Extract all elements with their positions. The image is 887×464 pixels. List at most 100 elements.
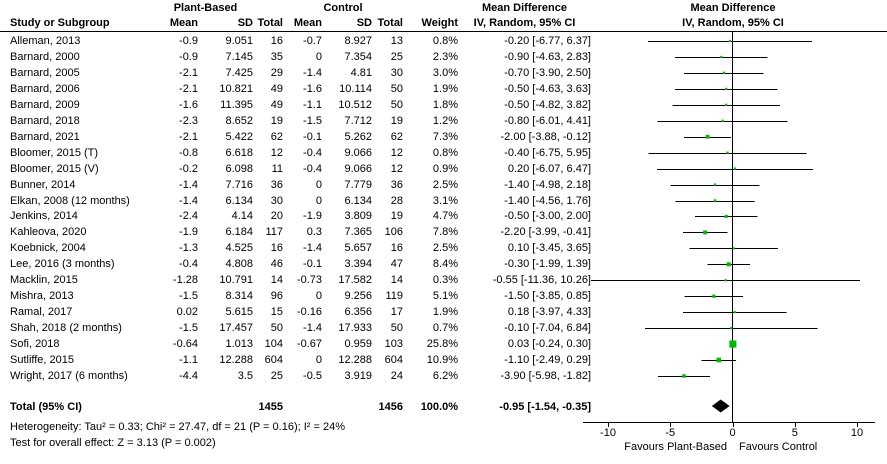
study-name-cell: Ramal, 2017: [10, 306, 73, 318]
c-sd-cell: 10.512: [338, 99, 372, 111]
pb-total-cell: 49: [270, 83, 283, 95]
column-header-c-sd: SD: [356, 17, 372, 29]
c-mean-cell: -0.7: [303, 35, 322, 47]
effect-marker: [712, 294, 716, 298]
pb-total-cell: 16: [270, 242, 283, 254]
ci-label-cell: -0.30 [-1.99, 1.39]: [504, 258, 591, 270]
c-sd-cell: 6.356: [344, 306, 372, 318]
pb-mean-cell: -1.28: [172, 274, 198, 286]
study-row: Barnard, 2006 -2.1 10.821 49 -1.6 10.114 50 1.9…: [0, 81, 887, 97]
study-row: Barnard, 2005 -2.1 7.425 29 -1.4 4.81 30 3.0% -0…: [0, 65, 887, 81]
c-sd-cell: 4.81: [350, 67, 372, 79]
c-total-cell: 103: [384, 338, 403, 350]
weight-cell: 1.2%: [432, 115, 458, 127]
ci-label-cell: -0.70 [-3.90, 2.50]: [504, 67, 591, 79]
ci-label-cell: -0.20 [-6.77, 6.37]: [504, 35, 591, 47]
ci-label-cell: -0.90 [-4.63, 2.83]: [504, 51, 591, 63]
pb-mean-cell: -0.9: [179, 51, 198, 63]
axis-tick-label: 0: [729, 427, 736, 439]
pb-sd-cell: 11.395: [220, 99, 253, 111]
weight-cell: 0.7%: [432, 322, 458, 334]
pb-sd-cell: 10.791: [219, 274, 253, 286]
c-total-cell: 17: [390, 306, 403, 318]
c-sd-cell: 10.114: [339, 83, 372, 95]
pb-sd-cell: 6.098: [225, 163, 253, 175]
study-name-cell: Bloomer, 2015 (V): [10, 163, 99, 175]
c-total-cell: 47: [390, 258, 403, 270]
effect-marker: [713, 183, 717, 186]
pb-sd-cell: 7.716: [225, 179, 253, 191]
pb-mean-cell: 0.02: [176, 306, 198, 318]
c-sd-cell: 6.134: [344, 195, 372, 207]
study-row: Bloomer, 2015 (T) -0.8 6.618 12 -0.4 9.066 12 0…: [0, 145, 887, 161]
column-header-c-total: Total: [377, 17, 403, 29]
pb-total-cell: 29: [270, 67, 283, 79]
c-sd-cell: 7.712: [344, 115, 372, 127]
study-row: Bunner, 2014 -1.4 7.716 36 0 7.779 36 2.5% -1.40…: [0, 177, 887, 193]
study-row: Bloomer, 2015 (V) -0.2 6.098 11 -0.4 9.066 12 0…: [0, 161, 887, 177]
c-total-cell: 19: [390, 115, 403, 127]
study-name-cell: Shah, 2018 (2 months): [10, 322, 122, 334]
c-sd-cell: 12.288: [338, 354, 372, 366]
md-plot-subtitle: IV, Random, 95% CI: [682, 17, 784, 29]
ci-label-cell: 0.18 [-3.97, 4.33]: [507, 306, 591, 318]
weight-cell: 2.5%: [432, 179, 458, 191]
c-sd-cell: 3.809: [344, 210, 372, 222]
c-total-cell: 19: [390, 210, 403, 222]
effect-marker: [713, 199, 717, 202]
weight-cell: 0.8%: [432, 147, 458, 159]
ci-label-cell: -0.50 [-4.63, 3.63]: [504, 83, 591, 95]
study-row: Wright, 2017 (6 months) -4.4 3.5 25 -0.5 3.91…: [0, 368, 887, 384]
study-name-cell: Kahleova, 2020: [10, 226, 87, 238]
ci-label-cell: -0.40 [-6.75, 5.95]: [504, 147, 591, 159]
weight-cell: 25.8%: [426, 338, 458, 350]
pb-total-cell: 20: [270, 210, 283, 222]
ci-label-cell: -0.50 [-4.82, 3.82]: [504, 99, 591, 111]
pb-total-cell: 96: [270, 290, 283, 302]
pb-total-cell: 49: [270, 99, 283, 111]
study-name-cell: Barnard, 2018: [10, 115, 80, 127]
study-name-cell: Barnard, 2006: [10, 83, 80, 95]
total-ci-cell: -0.95 [-1.54, -0.35]: [499, 401, 591, 413]
c-mean-cell: -0.16: [296, 306, 322, 318]
c-total-cell: 13: [390, 35, 403, 47]
pb-sd-cell: 7.425: [225, 67, 253, 79]
column-header-pb-mean: Mean: [169, 17, 198, 29]
weight-cell: 8.4%: [432, 258, 458, 270]
pb-mean-cell: -4.4: [179, 370, 198, 382]
weight-cell: 3.0%: [432, 67, 458, 79]
pb-sd-cell: 4.808: [225, 258, 253, 270]
study-row: Macklin, 2015 -1.28 10.791 14 -0.73 17.582 14 0…: [0, 272, 887, 288]
overall-effect-text: Test for overall effect: Z = 3.13 (P = 0…: [10, 437, 216, 449]
c-sd-cell: 17.933: [338, 322, 372, 334]
c-mean-cell: -1.9: [303, 210, 322, 222]
ci-label-cell: -3.90 [-5.98, -1.82]: [500, 370, 592, 382]
c-mean-cell: -1.5: [303, 115, 322, 127]
effect-marker: [728, 39, 732, 43]
pb-mean-cell: -1.4: [179, 179, 198, 191]
c-sd-cell: 7.354: [344, 51, 372, 63]
study-name-cell: Bloomer, 2015 (T): [10, 147, 99, 159]
c-sd-cell: 0.959: [344, 338, 372, 350]
c-mean-cell: -0.5: [303, 370, 322, 382]
group-header-control: Control: [323, 2, 363, 14]
c-total-cell: 12: [390, 147, 403, 159]
effect-marker: [730, 327, 733, 330]
pb-total-cell: 36: [270, 179, 283, 191]
weight-cell: 1.8%: [432, 99, 458, 111]
pb-mean-cell: -1.9: [179, 226, 198, 238]
c-mean-cell: -1.6: [303, 83, 322, 95]
c-total-cell: 50: [390, 322, 403, 334]
study-row: Ramal, 2017 0.02 5.615 15 -0.16 6.356 17 1.9% 0.…: [0, 304, 887, 320]
c-sd-cell: 3.394: [344, 258, 372, 270]
c-total-cell: 30: [390, 67, 403, 79]
ci-label-cell: -1.50 [-3.85, 0.85]: [504, 290, 591, 302]
c-total-cell: 604: [384, 354, 403, 366]
pb-sd-cell: 6.618: [225, 147, 253, 159]
c-total-cell: 50: [390, 83, 403, 95]
pb-sd-cell: 6.184: [225, 226, 253, 238]
effect-marker: [733, 167, 737, 170]
weight-cell: 0.3%: [432, 274, 458, 286]
pb-sd-cell: 9.051: [225, 35, 253, 47]
